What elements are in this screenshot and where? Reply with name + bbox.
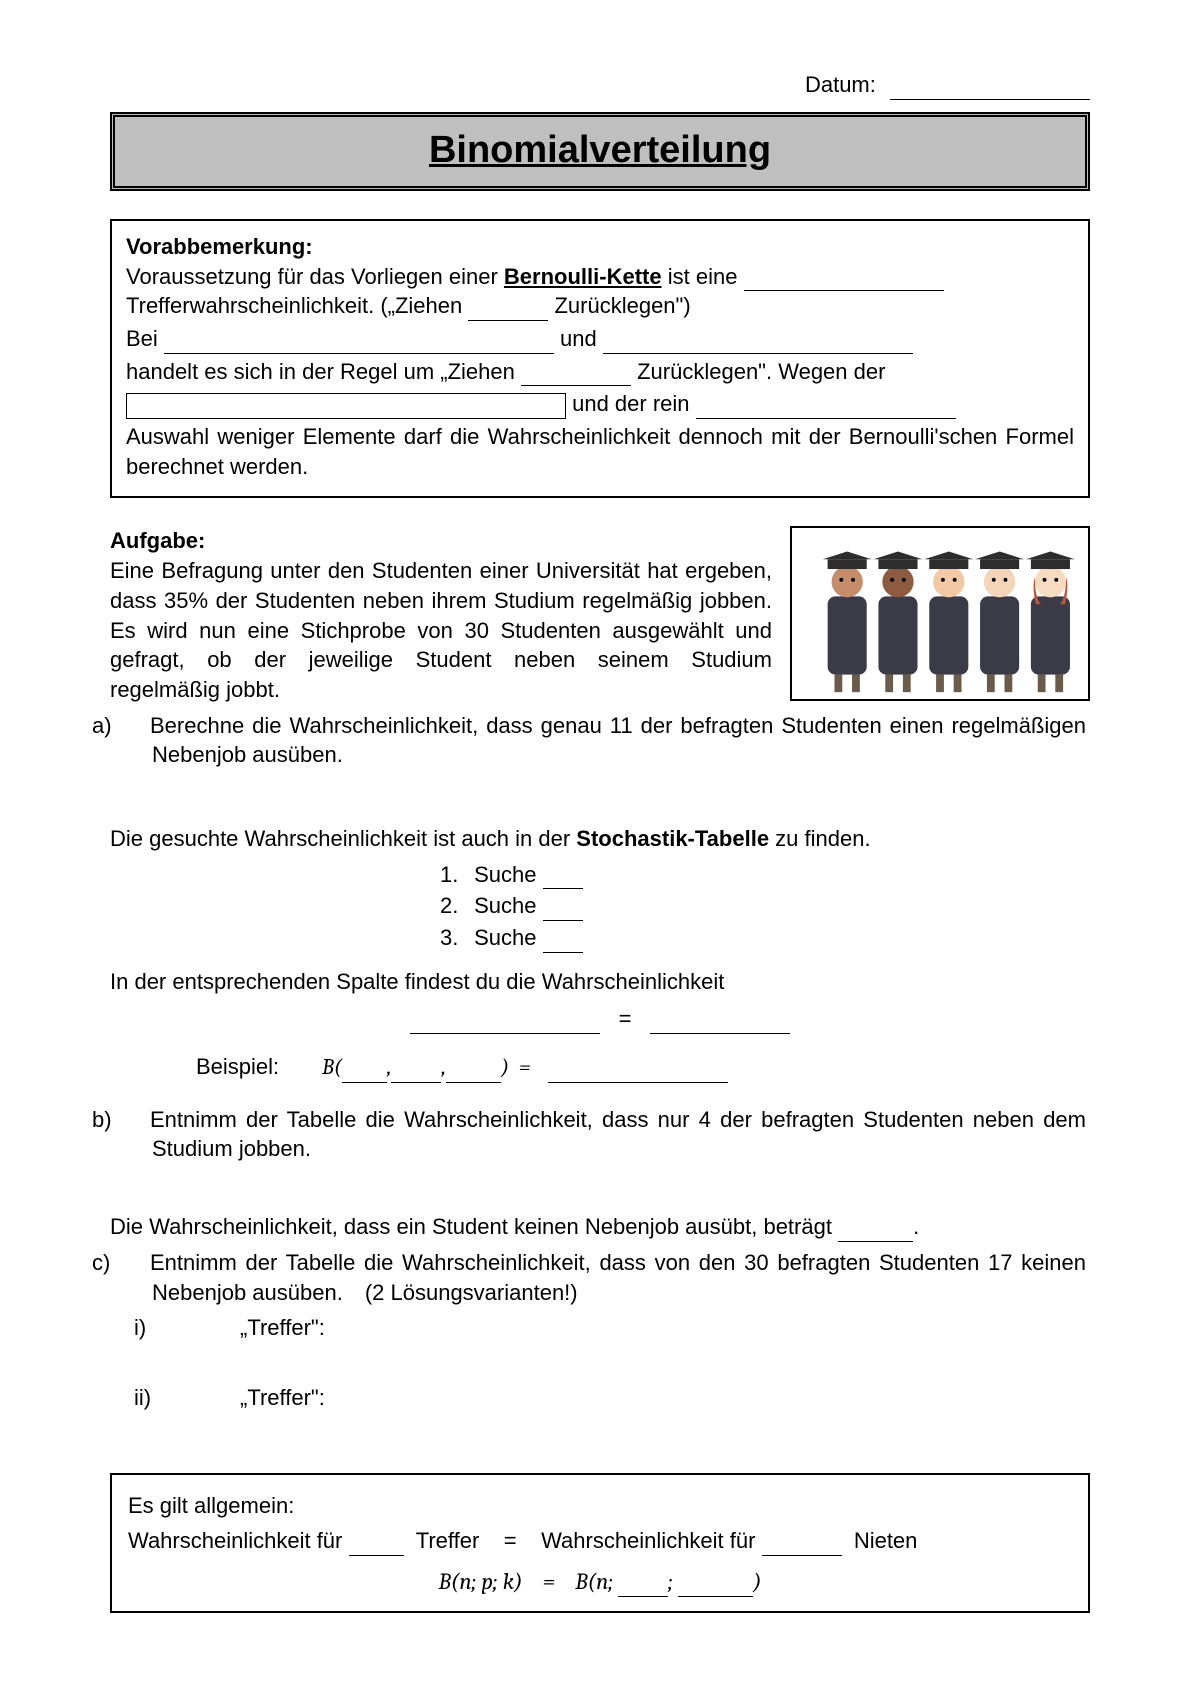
item-b: b)Entnimm der Tabelle die Wahrscheinlich… <box>152 1105 1090 1164</box>
item-a: a)Berechne die Wahrscheinlichkeit, dass … <box>152 711 1090 770</box>
B-left: B(n; p; k) <box>438 1568 522 1595</box>
aufgabe-heading: Aufgabe: <box>110 528 205 553</box>
blank[interactable] <box>650 1012 790 1034</box>
b-letter: b) <box>122 1105 150 1135</box>
stoch-pre: Die gesuchte Wahrscheinlichkeit ist auch… <box>110 826 576 851</box>
vorab-l2a: Trefferwahrscheinlichkeit. („Ziehen <box>126 293 468 318</box>
item-c-ii: ii)„Treffer": <box>250 1383 1090 1413</box>
vorab-und2: und der rein <box>566 391 696 416</box>
vorab-l2b: Zurücklegen") <box>548 293 690 318</box>
stoch-bold: Stochastik-Tabelle <box>576 826 769 851</box>
b-text: Entnimm der Tabelle die Wahrscheinlichke… <box>150 1107 1086 1162</box>
general-rule-box: Es gilt allgemein: Wahrscheinlichkeit fü… <box>110 1473 1090 1613</box>
blank[interactable] <box>164 332 554 354</box>
bernoulli-term: Bernoulli-Kette <box>504 264 662 289</box>
spalte-line: In der entsprechenden Spalte findest du … <box>110 967 1090 997</box>
blank[interactable] <box>696 397 956 419</box>
treffer-word: Treffer <box>416 1528 480 1553</box>
blank[interactable] <box>744 269 944 291</box>
beispiel-B: B <box>322 1054 334 1080</box>
suche-3-text: Suche <box>474 925 536 950</box>
blank-box[interactable] <box>126 393 566 419</box>
blank[interactable] <box>543 867 583 889</box>
suche-2-text: Suche <box>474 893 536 918</box>
date-blank[interactable] <box>890 99 1090 100</box>
eq-sign: = <box>504 1528 517 1553</box>
blank[interactable] <box>838 1220 913 1242</box>
c-pre-line: Die Wahrscheinlichkeit, dass ein Student… <box>110 1212 1090 1242</box>
a-letter: a) <box>122 711 150 741</box>
blank[interactable] <box>618 1574 668 1597</box>
ii-text: „Treffer": <box>240 1385 325 1410</box>
beispiel-label: Beispiel: <box>196 1054 279 1079</box>
blank[interactable] <box>521 364 631 386</box>
c-text: Entnimm der Tabelle die Wahrscheinlichke… <box>150 1250 1086 1305</box>
w-right: Wahrscheinlichkeit für <box>541 1528 755 1553</box>
page-title: Binomialverteilung <box>115 125 1085 176</box>
vorab-l4a: handelt es sich in der Regel um „Ziehen <box>126 359 521 384</box>
bottom-l1: Es gilt allgemein: <box>128 1491 1072 1521</box>
vorab-und1: und <box>554 326 603 351</box>
aufgabe-section: Aufgabe: Eine Befragung unter den Studen… <box>110 526 1090 1412</box>
suche-1-text: Suche <box>474 862 536 887</box>
blank[interactable] <box>543 899 583 921</box>
w-left: Wahrscheinlichkeit für <box>128 1528 342 1553</box>
vorab-l1a: Voraussetzung für das Vorliegen einer <box>126 264 504 289</box>
item-c: c)Entnimm der Tabelle die Wahrscheinlich… <box>152 1248 1090 1307</box>
date-label: Datum: <box>805 72 876 97</box>
stochastik-line: Die gesuchte Wahrscheinlichkeit ist auch… <box>110 824 1090 854</box>
blank[interactable] <box>446 1061 501 1083</box>
bottom-formula: B(n; p; k) = B(n; ; ) <box>128 1566 1072 1597</box>
title-box: Binomialverteilung <box>110 112 1090 191</box>
nieten-word: Nieten <box>854 1528 918 1553</box>
suche-list: 1. Suche 2. Suche 3. Suche <box>440 860 1090 953</box>
ii-label: ii) <box>192 1383 240 1413</box>
blank[interactable] <box>391 1061 441 1083</box>
i-text: „Treffer": <box>240 1315 325 1340</box>
beispiel-row: Beispiel: B(,,) = <box>196 1052 1090 1083</box>
vorab-box: Vorabbemerkung: Voraussetzung für das Vo… <box>110 219 1090 499</box>
stoch-post: zu finden. <box>769 826 871 851</box>
c-dot: . <box>913 1214 919 1239</box>
bottom-eq-words: Wahrscheinlichkeit für Treffer = Wahrsch… <box>128 1526 1072 1556</box>
blank[interactable] <box>410 1012 600 1034</box>
blank[interactable] <box>678 1574 753 1597</box>
blank[interactable] <box>603 332 913 354</box>
blank[interactable] <box>342 1061 387 1083</box>
blank[interactable] <box>543 931 583 953</box>
blank[interactable] <box>762 1534 842 1556</box>
blank[interactable] <box>349 1534 404 1556</box>
suche-3-num: 3. <box>440 923 468 953</box>
item-c-i: i)„Treffer": <box>250 1313 1090 1343</box>
a-text: Berechne die Wahrscheinlichkeit, dass ge… <box>150 713 1086 768</box>
B-right-b: ; <box>668 1568 678 1595</box>
blank[interactable] <box>468 299 548 321</box>
i-label: i) <box>192 1313 240 1343</box>
suche-1-num: 1. <box>440 860 468 890</box>
B-right-a: B(n; <box>575 1568 618 1595</box>
vorab-l4b: Zurücklegen". Wegen der <box>631 359 885 384</box>
date-row: Datum: <box>110 70 1090 100</box>
aufgabe-intro: Eine Befragung unter den Studenten einer… <box>110 558 772 702</box>
students-illustration <box>790 526 1090 701</box>
suche-2-num: 2. <box>440 891 468 921</box>
blank[interactable] <box>548 1061 728 1083</box>
c-pre: Die Wahrscheinlichkeit, dass ein Student… <box>110 1214 838 1239</box>
vorab-l3a: Bei <box>126 326 164 351</box>
vorab-heading: Vorabbemerkung: <box>126 234 313 259</box>
eq-row: = <box>110 1004 1090 1034</box>
vorab-l1b: ist eine <box>662 264 744 289</box>
B-right-c: ) <box>753 1568 762 1595</box>
c-letter: c) <box>122 1248 150 1278</box>
vorab-l6: Auswahl weniger Elemente darf die Wahrsc… <box>126 422 1074 481</box>
